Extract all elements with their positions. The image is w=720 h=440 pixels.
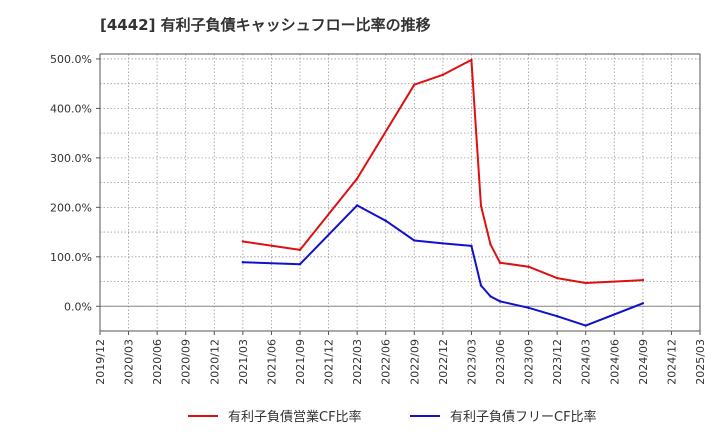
data-point-series-1 [470,58,473,62]
y-tick-label: 500.0% [50,53,92,66]
x-tick-label: 2024/03 [580,339,593,385]
data-point-series-2 [498,300,502,303]
x-tick-label: 2024/06 [608,339,621,385]
x-tick-label: 2019/12 [94,339,107,385]
data-point-series-2 [489,295,492,298]
x-tick-label: 2021/06 [265,339,278,385]
x-tick-label: 2023/06 [494,339,507,385]
data-point-series-2 [298,263,302,266]
y-tick-label: 200.0% [50,201,92,214]
x-tick-label: 2021/09 [294,339,307,385]
data-point-series-2 [479,284,483,287]
data-point-series-1 [298,248,302,252]
y-tick-label: 400.0% [50,102,92,115]
plot-area [100,54,700,331]
x-tick-label: 2020/09 [180,339,193,385]
x-tick-label: 2024/09 [637,339,650,385]
x-tick-label: 2023/09 [523,339,536,385]
x-tick-label: 2020/03 [123,339,136,385]
x-tick-label: 2022/06 [380,339,393,385]
x-tick-label: 2022/09 [408,339,421,385]
x-tick-label: 2021/03 [237,339,250,385]
x-tick-label: 2024/12 [665,339,678,385]
y-tick-label: 300.0% [50,152,92,165]
data-point-series-1 [489,243,492,246]
data-point-series-2 [641,302,645,305]
x-tick-label: 2020/12 [208,339,221,385]
data-point-series-1 [413,83,416,86]
data-point-series-1 [498,261,502,264]
data-point-series-2 [470,244,473,248]
x-tick-label: 2025/03 [694,339,707,385]
series-line-2 [241,204,644,327]
plot-border [99,53,701,332]
x-tick-label: 2020/06 [151,339,164,385]
data-point-series-2 [555,314,559,318]
x-tick-label: 2023/03 [465,339,478,385]
chart-title: [4442] 有利子負債キャッシュフロー比率の推移 [100,16,431,34]
data-point-series-1 [527,265,530,268]
data-point-series-1 [241,240,245,243]
x-tick-label: 2022/03 [351,339,364,385]
y-tick-label: 0.0% [64,300,92,313]
y-tick-label: 100.0% [50,251,92,264]
data-point-series-2 [384,219,387,222]
data-point-series-2 [241,261,245,264]
data-point-series-2 [355,204,359,207]
data-point-series-2 [527,306,530,309]
data-point-series-1 [555,276,559,280]
legend-label-1: 有利子負債営業CF比率 [228,409,362,425]
data-point-series-1 [441,73,445,76]
data-point-series-1 [641,278,645,282]
data-point-series-2 [413,239,416,242]
data-point-series-1 [479,204,483,208]
x-tick-label: 2023/12 [551,339,564,385]
data-point-series-2 [584,324,587,327]
data-point-series-1 [355,177,359,180]
x-tick-label: 2022/12 [437,339,450,385]
x-tick-label: 2021/12 [323,339,336,385]
data-point-series-2 [441,242,445,245]
data-point-series-1 [584,281,587,285]
legend-label-2: 有利子負債フリーCF比率 [450,409,597,425]
